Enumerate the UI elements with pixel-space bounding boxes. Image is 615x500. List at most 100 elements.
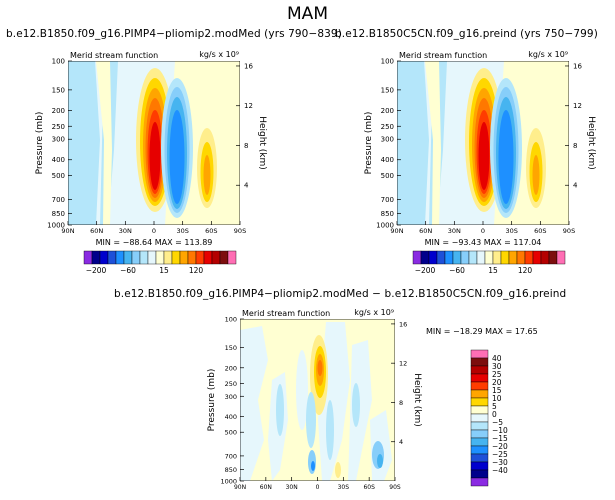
y-tick-label: 250: [52, 123, 65, 131]
colorbar-cell: [470, 381, 489, 391]
y-tick-label: 300: [52, 136, 65, 144]
colorbar-label: 15: [492, 386, 502, 395]
colorbar-cell: [470, 413, 489, 423]
y-tick-label: 500: [225, 429, 237, 437]
page-title: MAM: [287, 4, 328, 24]
y-tick-label: 1000: [47, 222, 65, 230]
colorbar-label: −10: [492, 426, 508, 435]
colorbar-cell: [452, 250, 462, 265]
panel-1-contours: [68, 61, 240, 225]
colorbar-cell: [179, 250, 189, 265]
colorbar-cell: [470, 429, 489, 439]
colorbar-label: 30: [492, 362, 502, 371]
colorbar-label: −200: [86, 266, 107, 275]
y-right-tick-label: 8: [573, 142, 577, 150]
y-tick-label: 700: [381, 196, 394, 204]
y-axis-label: Pressure (mb): [35, 112, 45, 175]
y-tick-label: 1000: [220, 478, 237, 486]
y-tick-label: 400: [225, 413, 237, 421]
x-tick-label: 60N: [90, 227, 103, 235]
colorbar-label: −20: [492, 442, 508, 451]
x-tick-label: 90N: [61, 227, 74, 235]
colorbar-cell: [500, 250, 510, 265]
x-tick-label: 30N: [286, 484, 298, 491]
panel-subtitle: Merid stream function: [70, 51, 158, 60]
colorbar-cell: [123, 250, 133, 265]
colorbar-cell: [91, 250, 101, 265]
y-tick-label: 400: [52, 156, 65, 164]
colorbar-cell: [195, 250, 205, 265]
colorbar-cell: [476, 250, 486, 265]
x-tick-label: 60S: [363, 484, 375, 491]
y-axis-label: Pressure (mb): [364, 112, 374, 175]
colorbar-label: 25: [492, 370, 502, 379]
panel-units: kg/s x 10⁹: [199, 50, 239, 59]
x-tick-label: 90S: [234, 227, 246, 235]
y-right-axis-label: Height (km): [412, 373, 422, 427]
y-tick-label: 1000: [376, 222, 394, 230]
colorbar-label: 10: [492, 394, 502, 403]
y-right-tick-label: 16: [399, 320, 407, 328]
panel-2-stats: MIN = −93.43 MAX = 117.04: [425, 238, 542, 247]
y-tick-label: 500: [52, 172, 65, 180]
colorbar-label: −5: [492, 418, 503, 427]
colorbar-cell: [470, 437, 489, 447]
panel-subtitle: Merid stream function: [399, 51, 487, 60]
colorbar-cell: [470, 349, 489, 359]
x-tick-label: 60S: [205, 227, 217, 235]
colorbar-cell: [428, 250, 438, 265]
colorbar-cell: [147, 250, 157, 265]
colorbar-cell: [556, 250, 566, 265]
colorbar-cell: [470, 453, 489, 463]
x-tick-label: 30S: [505, 227, 517, 235]
colorbar-cell: [468, 250, 478, 265]
y-tick-label: 100: [225, 316, 237, 324]
colorbar-cell: [436, 250, 446, 265]
x-tick-label: 0: [481, 227, 485, 235]
colorbar-label: 0: [492, 410, 497, 419]
y-right-tick-label: 4: [244, 182, 249, 190]
colorbar-cell: [139, 250, 149, 265]
colorbar-cell: [470, 445, 489, 455]
panel-1-title: b.e12.B1850.f09_g16.PIMP4−pliomip2.modMe…: [6, 28, 342, 40]
colorbar-label: −15: [492, 434, 508, 443]
y-tick-label: 300: [225, 393, 237, 401]
y-tick-label: 100: [381, 58, 394, 66]
panel-1: [68, 61, 240, 225]
x-tick-label: 90S: [389, 484, 401, 491]
x-tick-label: 90S: [563, 227, 575, 235]
colorbar-cell: [540, 250, 550, 265]
colorbar-cell: [508, 250, 518, 265]
y-tick-label: 700: [225, 452, 237, 460]
y-tick-label: 700: [52, 196, 65, 204]
colorbar-cell: [470, 373, 489, 383]
y-right-axis-label: Height (km): [257, 116, 267, 170]
x-tick-label: 90N: [390, 227, 403, 235]
y-right-tick-label: 8: [244, 142, 248, 150]
y-tick-label: 300: [381, 136, 394, 144]
colorbar-cell: [155, 250, 165, 265]
colorbar-label: −60: [120, 266, 136, 275]
y-tick-label: 150: [225, 344, 237, 352]
colorbar-cell: [470, 477, 489, 487]
colorbar-label: 40: [492, 354, 502, 363]
panel-1-stats: MIN = −88.64 MAX = 113.89: [96, 238, 213, 247]
colorbar-cell: [484, 250, 494, 265]
colorbar-label: 5: [492, 402, 497, 411]
colorbar-cell: [412, 250, 422, 265]
y-tick-label: 850: [225, 466, 237, 474]
colorbar-cell: [227, 250, 237, 265]
y-tick-label: 250: [381, 123, 394, 131]
x-tick-label: 0: [316, 484, 320, 491]
colorbar-cell: [83, 250, 93, 265]
colorbar-cell: [470, 397, 489, 407]
colorbar-cell: [203, 250, 213, 265]
colorbar-label: −25: [492, 450, 508, 459]
colorbar-cell: [470, 469, 489, 479]
y-axis-label: Pressure (mb): [207, 369, 217, 432]
colorbar-cell: [492, 250, 502, 265]
colorbar-cell: [107, 250, 117, 265]
colorbar-cell: [131, 250, 141, 265]
y-tick-label: 200: [52, 107, 65, 115]
